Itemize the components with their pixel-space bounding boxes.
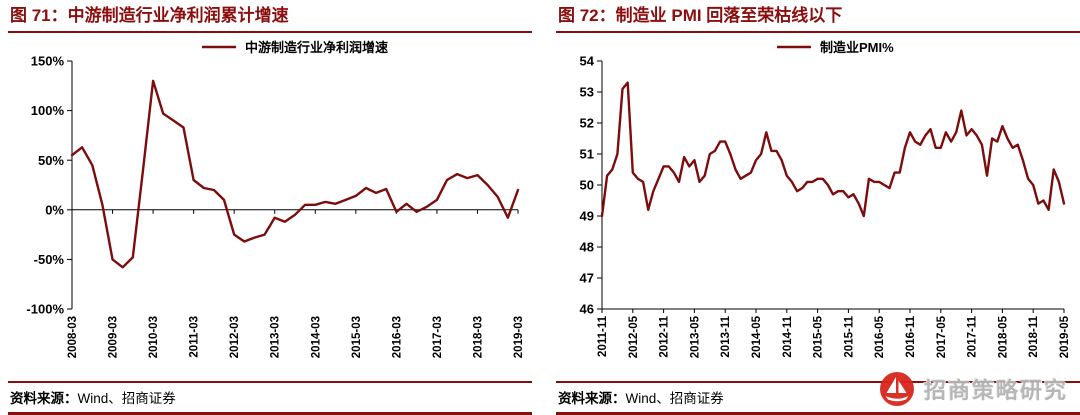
source-value: Wind、招商证券: [77, 391, 176, 406]
y-tick-label: 0%: [45, 202, 64, 217]
y-tick-label: 48: [580, 240, 594, 255]
figure-71-panel: 图 71：中游制造行业净利润累计增速 -100% -50% 0% 50% 100% 150…: [8, 0, 532, 415]
x-tick-label: 2018-05: [997, 315, 1009, 358]
x-tick-label: 2015-03: [351, 316, 363, 358]
y-tick-label: -50%: [34, 252, 65, 267]
brand-watermark: 招商策略研究: [879, 371, 1068, 407]
x-tick-label: 2016-11: [905, 315, 917, 357]
x-tick-label: 2018-11: [1028, 315, 1040, 357]
legend: 中游制造行业净利润增速: [202, 40, 388, 55]
y-tick-label: 150%: [31, 54, 65, 69]
y-axis: -100% -50% 0% 50% 100% 150%: [26, 54, 73, 317]
x-tick-label: 2011-11: [597, 315, 609, 357]
x-tick-label: 2017-03: [432, 316, 444, 358]
x-tick-label: 2014-03: [310, 316, 322, 358]
x-tick-label: 2015-11: [843, 315, 855, 357]
y-tick-label: 52: [580, 116, 594, 131]
x-tick-label: 2019-05: [1059, 315, 1071, 358]
x-tick-label: 2013-05: [689, 315, 701, 358]
x-tick-label: 2012-05: [628, 315, 640, 358]
x-tick-label: 2012-03: [229, 316, 241, 358]
legend-label: 中游制造行业净利润增速: [245, 40, 388, 55]
figure-71-line-chart: -100% -50% 0% 50% 100% 150% 2008-03 2009-03 2010…: [26, 40, 525, 358]
source-label: 资料来源：: [10, 391, 78, 406]
x-tick-label: 2010-03: [148, 316, 160, 358]
figure-71-title: 图 71：中游制造行业净利润累计增速: [8, 0, 532, 33]
figure-72-title: 图 72：制造业 PMI 回落至荣枯线以下: [556, 0, 1080, 33]
y-tick-label: 50%: [38, 153, 64, 168]
figure-72-panel: 图 72：制造业 PMI 回落至荣枯线以下 46 47 48 49 50 51 52 53 54…: [556, 0, 1080, 415]
figure-71-source: 资料来源：Wind、招商证券: [8, 381, 532, 415]
series-line: [600, 81, 1066, 218]
y-tick-label: 100%: [31, 103, 65, 118]
x-tick-label: 2012-11: [659, 315, 671, 357]
y-tick-label: 51: [580, 147, 594, 162]
sailboat-logo-icon: [879, 372, 914, 406]
x-tick-label: 2011-03: [189, 316, 201, 358]
x-tick-label: 2015-05: [813, 315, 825, 358]
x-tick-label: 2014-11: [782, 315, 794, 357]
y-tick-label: -100%: [26, 302, 64, 317]
x-axis: 2008-03 2009-03 2010-03 2011-03 2012-03 2013-…: [67, 209, 525, 358]
source-label: 资料来源：: [558, 391, 626, 406]
x-tick-label: 2019-03: [513, 316, 525, 358]
series-line: [70, 79, 520, 269]
x-tick-label: 2013-03: [270, 316, 282, 358]
x-tick-label: 2016-03: [391, 316, 403, 358]
y-tick-label: 46: [580, 302, 594, 317]
x-tick-label: 2016-05: [874, 315, 886, 358]
y-tick-label: 49: [580, 209, 594, 224]
legend: 制造业PMI%: [777, 40, 894, 55]
x-tick-label: 2017-05: [936, 315, 948, 358]
x-tick-label: 2013-11: [720, 315, 732, 357]
y-tick-label: 53: [580, 85, 594, 100]
x-axis: 2011-11 2012-05 2012-11 2013-05 2013-11 2014-…: [597, 308, 1071, 358]
x-tick-label: 2014-05: [751, 315, 763, 358]
legend-label: 制造业PMI%: [820, 40, 894, 55]
watermark-text: 招商策略研究: [923, 378, 1068, 403]
y-tick-label: 50: [580, 178, 594, 193]
x-tick-label: 2008-03: [67, 316, 79, 358]
x-tick-label: 2009-03: [108, 316, 120, 358]
y-tick-label: 47: [580, 271, 594, 286]
x-tick-label: 2018-03: [472, 316, 484, 358]
source-value: Wind、招商证券: [625, 391, 724, 406]
y-tick-label: 54: [580, 54, 595, 69]
x-tick-label: 2017-11: [967, 315, 979, 357]
y-axis: 46 47 48 49 50 51 52 53 54: [580, 54, 603, 317]
